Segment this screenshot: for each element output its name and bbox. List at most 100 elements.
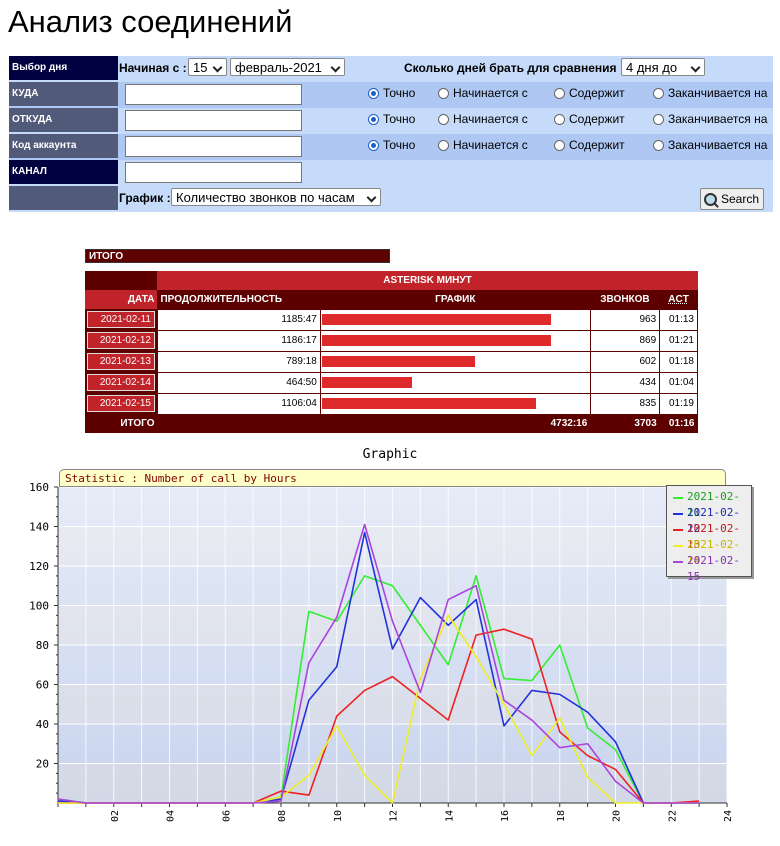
radio-circle[interactable] [653,87,664,99]
act-cell: 01:04 [659,371,698,394]
x-tick-label: 04 [166,810,177,822]
date-link[interactable]: 2021-02-14 [87,374,155,391]
match-radio[interactable]: Точно [368,112,415,126]
duration-bar [321,377,412,388]
graph-cell [319,308,591,331]
legend-swatch [673,513,683,515]
chart-title: Statistic : Number of call by Hours [59,469,726,487]
radio-circle[interactable] [554,139,565,151]
col-duration: ПРОДОЛЖИТЕЛЬНОСТЬ [157,290,321,309]
match-radio[interactable]: Начинается с [438,86,528,100]
filter-row: ОТКУДА Точно Начинается с Содержит Заканчива… [9,108,773,134]
x-tick-label: 16 [500,810,511,822]
compare-label: Сколько дней брать для сравнения : [404,61,624,75]
date-link[interactable]: 2021-02-12 [87,332,155,349]
filter-row-label: Код аккаунта [9,134,118,158]
date-link[interactable]: 2021-02-11 [87,311,155,328]
match-radio[interactable]: Содержит [554,138,625,152]
radio-circle[interactable] [368,87,379,99]
total-label: ИТОГО [85,414,158,433]
radio-circle[interactable] [368,139,379,151]
filter-row: КУДА Точно Начинается с Содержит Заканчивает… [9,82,773,108]
corner-cell [85,271,158,290]
radio-circle[interactable] [438,139,449,151]
col-act: ACT [659,290,698,309]
radio-circle[interactable] [554,113,565,125]
radio-label: Точно [383,112,416,126]
start-month-select[interactable]: февраль-2021 [230,58,345,76]
radio-label: Содержит [569,138,625,152]
act-cell: 01:21 [659,329,698,352]
y-tick-label: 160 [29,481,49,494]
legend-swatch [673,497,683,499]
duration-cell: 1186:17 [156,329,321,352]
act-cell: 01:13 [659,308,698,331]
radio-circle[interactable] [438,113,449,125]
duration-cell: 1185:47 [156,308,321,331]
radio-circle[interactable] [653,139,664,151]
table-row: 2021-02-12 1186:17 869 01:21 [85,329,698,352]
date-link[interactable]: 2021-02-15 [87,395,155,412]
radio-label: Начинается с [453,112,528,126]
start-label: Начиная с : [119,61,187,75]
filter-row: КАНАЛ [9,160,773,186]
y-tick-label: 100 [29,600,49,613]
compare-select[interactable]: 4 дня до [621,58,705,76]
search-button[interactable]: Search [699,188,764,210]
match-radio[interactable]: Заканчивается на [653,86,767,100]
date-cell: 2021-02-15 [85,393,158,414]
match-radio[interactable]: Начинается с [438,138,528,152]
match-radio[interactable]: Заканчивается на [653,138,767,152]
radio-label: Заканчивается на [668,86,768,100]
match-radio[interactable]: Начинается с [438,112,528,126]
col-graph: ГРАФИК [320,290,591,309]
legend-label: 2021-02-12 [687,506,740,535]
start-day-select[interactable]: 15 [188,58,227,76]
total-act: 01:16 [659,414,698,433]
y-tick-label: 140 [29,521,49,534]
chart-legend: 2021-02-11 2021-02-12 2021-02-13 2021-02-14… [666,485,752,583]
x-tick-label: 24 [723,810,734,822]
table-row: 2021-02-14 464:50 434 01:04 [85,371,698,394]
radio-circle[interactable] [438,87,449,99]
date-cell: 2021-02-12 [85,330,158,351]
x-tick-label: 12 [389,810,400,822]
match-radio[interactable]: Точно [368,86,415,100]
x-tick-label: 20 [612,810,623,822]
filter-input[interactable] [125,162,302,183]
col-date: ДАТА [85,290,158,309]
legend-label: 2021-02-13 [687,522,740,551]
date-link[interactable]: 2021-02-13 [87,353,155,370]
date-cell: 2021-02-13 [85,351,158,372]
radio-label: Точно [383,138,416,152]
graph-row-label [9,186,118,210]
match-radio[interactable]: Содержит [554,86,625,100]
calls-cell: 602 [589,350,661,373]
filter-row-label: КАНАЛ [9,160,118,184]
x-tick-label: 06 [221,810,232,822]
radio-circle[interactable] [653,113,664,125]
y-tick-label: 80 [36,639,49,652]
table-row: 2021-02-13 789:18 602 01:18 [85,350,698,373]
radio-label: Содержит [569,112,625,126]
legend-label: 2021-02-11 [687,490,740,519]
match-radio[interactable]: Содержит [554,112,625,126]
group-header: ASTERISK МИНУТ [157,271,698,290]
radio-label: Заканчивается на [668,112,768,126]
summary-table: ASTERISK МИНУТ ДАТА ПРОДОЛЖИТЕЛЬНОСТЬ ГР… [85,271,698,433]
y-tick-label: 40 [36,718,49,731]
day-row: Выбор дня Начиная с : 15 февраль-2021 Ск… [9,56,773,82]
x-tick-label: 22 [667,810,678,822]
match-radio[interactable]: Точно [368,138,415,152]
radio-circle[interactable] [368,113,379,125]
duration-bar [321,314,551,325]
match-radio[interactable]: Заканчивается на [653,112,767,126]
graph-select[interactable]: Количество звонков по часам [171,188,381,206]
radio-circle[interactable] [554,87,565,99]
filter-input[interactable] [125,110,302,131]
y-tick-label: 120 [29,560,49,573]
filter-input[interactable] [125,136,302,157]
graph-cell [319,350,591,373]
duration-cell: 789:18 [156,350,321,373]
filter-input[interactable] [125,84,302,105]
